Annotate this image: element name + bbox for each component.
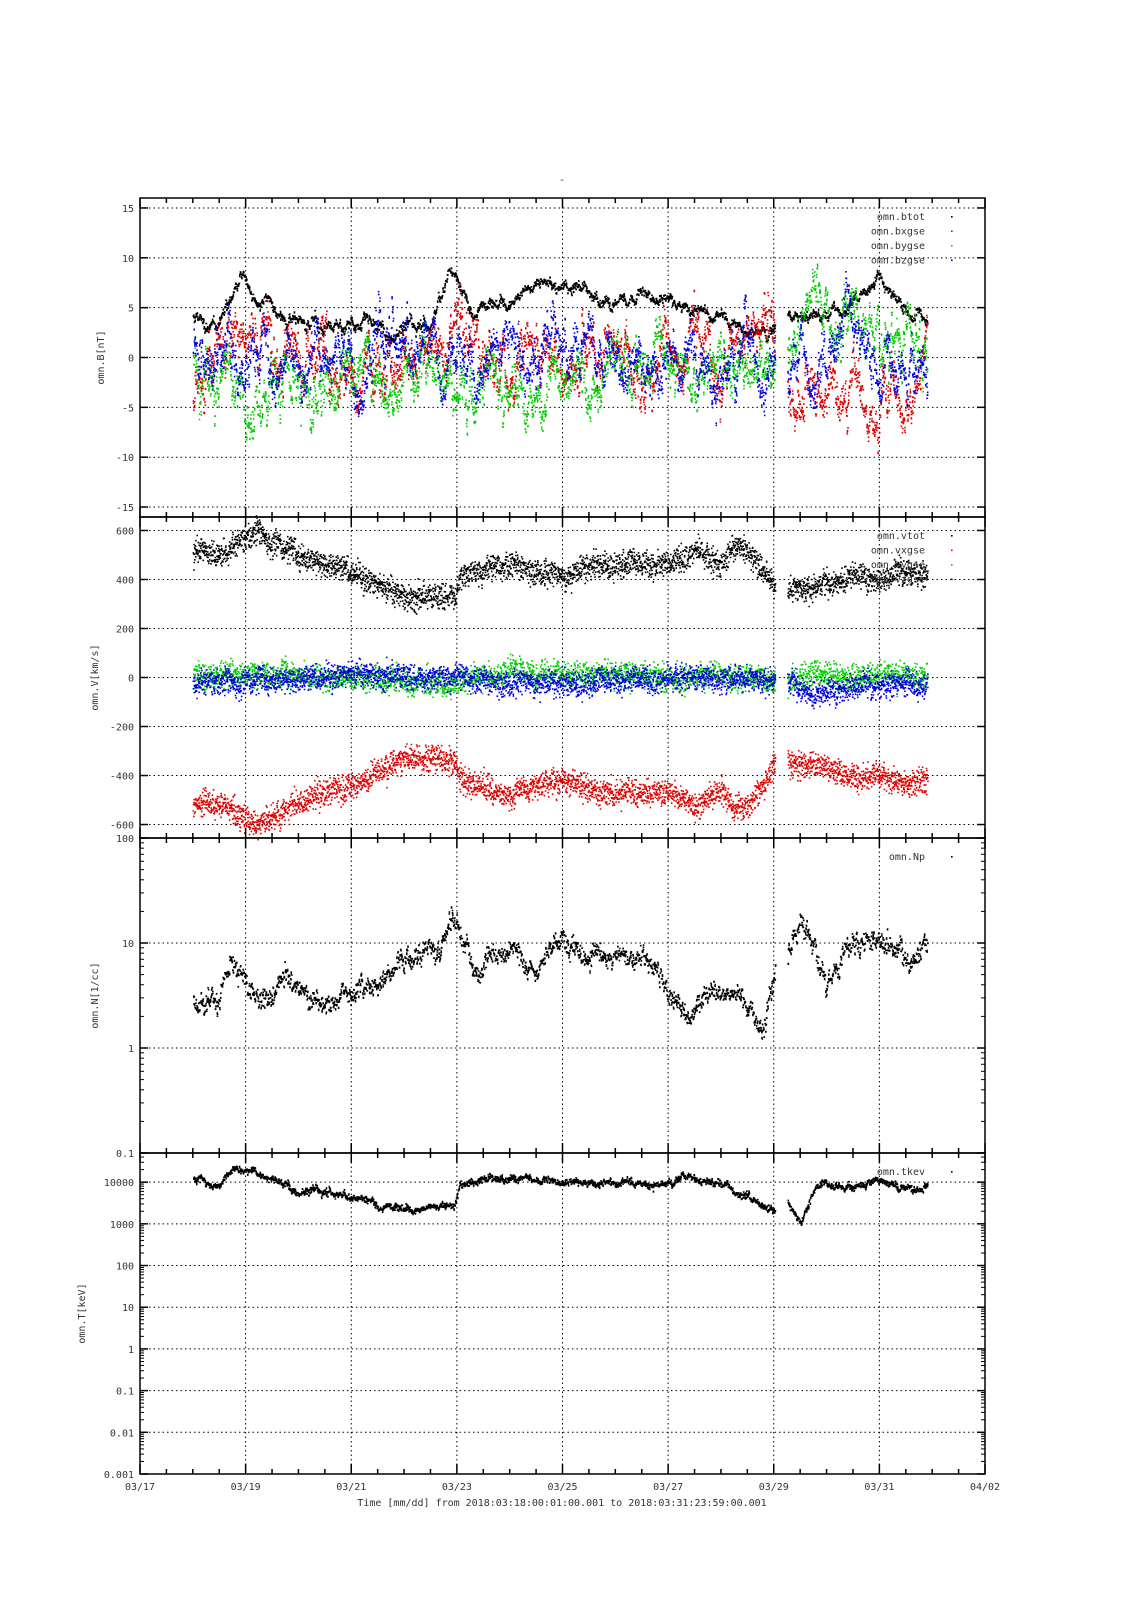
y-tick-label: 600 bbox=[116, 526, 134, 537]
legend-marker bbox=[951, 564, 953, 566]
y-tick-label: 0.001 bbox=[104, 1470, 134, 1481]
legend-label: omn.vygse bbox=[871, 560, 925, 571]
legend-marker bbox=[951, 230, 953, 233]
panel-1: 15 10 5 0 -5 -10 -15 omn.B[nT] omn.btot omn.bxgse… bbox=[96, 197, 986, 518]
panel-3: 100 10 1 0.1 omn.N[1/cc] omn.Np bbox=[90, 834, 986, 1160]
x-tick-label: 03/31 bbox=[864, 1482, 894, 1493]
series-vtot bbox=[192, 515, 929, 615]
legend-marker bbox=[951, 535, 953, 537]
legend-label: omn.btot bbox=[877, 212, 925, 223]
x-tick-label: 03/21 bbox=[336, 1482, 366, 1493]
legend-label: omn.Np bbox=[889, 852, 925, 863]
x-tick-label: 03/27 bbox=[653, 1482, 683, 1493]
legend-marker bbox=[951, 259, 953, 262]
y-tick-label: 10 bbox=[122, 254, 134, 265]
series-bzgse bbox=[192, 271, 929, 427]
panels: 151050-5-10-15omn.B[nT]omn.btotomn.bxgse… bbox=[77, 197, 1000, 1493]
x-tick-label: 03/25 bbox=[547, 1482, 577, 1493]
legend-label: omn.vzgse bbox=[871, 575, 925, 586]
series-Np bbox=[193, 906, 929, 1040]
y-tick-label: -200 bbox=[110, 723, 134, 734]
legend-marker bbox=[951, 856, 953, 858]
y-tick-label: -5 bbox=[122, 403, 134, 414]
legend-label: omn.vtot bbox=[877, 531, 925, 542]
y-tick-label: 10 bbox=[122, 1303, 134, 1314]
legend-marker bbox=[951, 1171, 953, 1173]
y-tick-label: 1000 bbox=[110, 1220, 134, 1231]
y-tick-label: 400 bbox=[116, 575, 134, 586]
series-vxgse bbox=[192, 743, 929, 841]
y-tick-label: 200 bbox=[116, 624, 134, 635]
legend-label: omn.bzgse bbox=[871, 256, 925, 267]
panel-4: 10000 1000 100 10 1 0.1 0.01 0.001 omn.T[keV] omn… bbox=[77, 1152, 986, 1481]
legend-marker bbox=[951, 578, 953, 581]
series-btot bbox=[192, 267, 929, 344]
y-tick-label: 0.01 bbox=[110, 1428, 134, 1439]
x-tick-label: 04/02 bbox=[970, 1482, 1000, 1493]
y-tick-label: 10 bbox=[122, 939, 134, 950]
y-tick-label: -600 bbox=[110, 821, 134, 832]
series-bxgse bbox=[192, 282, 929, 455]
series-tkev bbox=[193, 1165, 929, 1226]
y-tick-label: 100 bbox=[116, 834, 134, 845]
x-tick-label: 03/17 bbox=[125, 1482, 155, 1493]
x-tick-label: 03/29 bbox=[759, 1482, 789, 1493]
y-axis-title: omn.N[1/cc] bbox=[90, 962, 101, 1028]
y-tick-label: -10 bbox=[116, 453, 134, 464]
legend-label: omn.tkev bbox=[877, 1167, 925, 1178]
legend-label: omn.bxgse bbox=[871, 227, 925, 238]
y-tick-label: 10000 bbox=[104, 1178, 134, 1189]
y-tick-label: 0 bbox=[128, 354, 134, 365]
y-tick-label: 5 bbox=[128, 304, 134, 315]
legend-marker bbox=[951, 216, 953, 218]
x-axis-title: Time [mm/dd] from 2018:03:18:00:01:00.00… bbox=[357, 1498, 766, 1509]
y-tick-label: 0.1 bbox=[116, 1387, 134, 1398]
y-tick-label: -400 bbox=[110, 772, 134, 783]
y-tick-label: 100 bbox=[116, 1262, 134, 1273]
legend-marker bbox=[951, 245, 953, 247]
y-axis-title: omn.B[nT] bbox=[96, 330, 107, 384]
y-axis-title: omn.V[km/s] bbox=[90, 644, 101, 710]
y-tick-label: -15 bbox=[116, 503, 134, 514]
y-tick-label: 1 bbox=[128, 1044, 134, 1055]
panel-2: 600 400 200 0 -200 -400 -600 omn.V[km/s] omn.vto… bbox=[90, 515, 986, 841]
plot-frame bbox=[139, 1152, 986, 1475]
y-tick-label: 1 bbox=[128, 1345, 134, 1356]
legend-marker bbox=[951, 549, 953, 552]
y-tick-label: 0 bbox=[128, 674, 134, 685]
y-axis-title: omn.T[keV] bbox=[77, 1283, 88, 1343]
chart-title: - bbox=[559, 175, 565, 186]
y-tick-label: 0.1 bbox=[116, 1149, 134, 1160]
x-tick-label: 03/23 bbox=[442, 1482, 472, 1493]
legend-label: omn.bygse bbox=[871, 241, 925, 252]
y-tick-label: 15 bbox=[122, 204, 134, 215]
legend-label: omn.vxgse bbox=[871, 546, 925, 557]
x-tick-label: 03/19 bbox=[231, 1482, 261, 1493]
